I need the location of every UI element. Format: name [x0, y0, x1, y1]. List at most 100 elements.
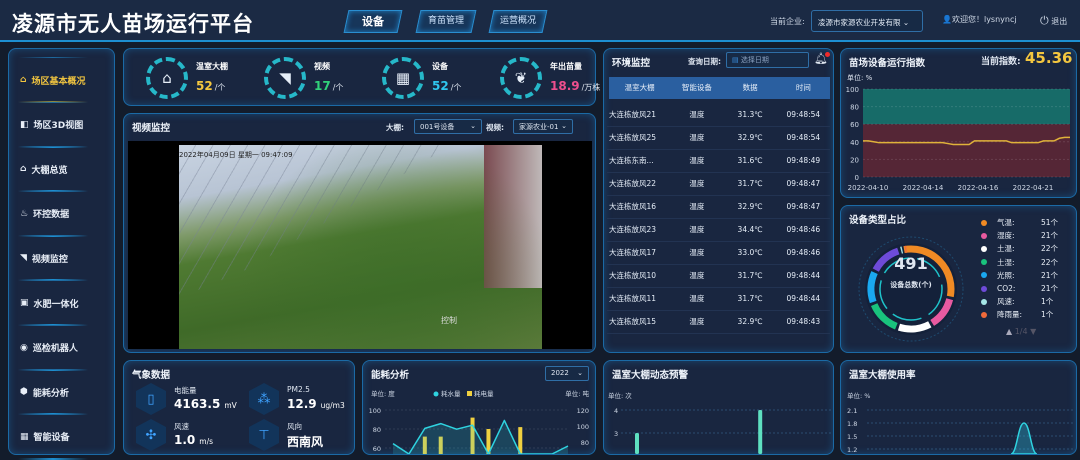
sidebar-item-3[interactable]: ♨环控数据	[10, 199, 96, 229]
logout-button[interactable]: ⏻ 退出	[1040, 14, 1067, 28]
tab-seedling[interactable]: 育苗管理	[416, 10, 477, 33]
usage-peak	[1011, 423, 1037, 454]
warning-panel: 温室大棚动态预警 单位: 次234	[603, 360, 834, 455]
energy-chart: 单位: 度单位: 吨耗水量耗电量60801006080100120	[363, 361, 596, 454]
stat-value: 52/个	[196, 79, 225, 93]
column-header: 数据	[723, 77, 776, 99]
legend-item[interactable]: 土温:22个	[981, 242, 1061, 255]
stat-number: 52	[196, 79, 213, 93]
sidebar-item-2[interactable]: ⌂大棚总览	[10, 154, 96, 184]
legend-dot	[981, 233, 987, 239]
table-cell: 大连栋放风25	[607, 127, 670, 149]
triangle-down-icon[interactable]: ▼	[1030, 327, 1036, 336]
legend-item[interactable]: 降雨量:1个	[981, 308, 1061, 321]
y-tick-label: 2	[614, 453, 618, 454]
video-player[interactable]: 2022年04月09日 星期一 09:47:09 控制	[128, 141, 592, 349]
company-select[interactable]: 凌源市家源农业开发有限 ⌄	[811, 10, 923, 32]
legend-count: 21个	[1041, 283, 1058, 294]
sidebar-item-6[interactable]: ◉巡检机器人	[10, 333, 96, 363]
legend-item[interactable]: 风速:1个	[981, 295, 1061, 308]
legend-item[interactable]: 土湿:22个	[981, 256, 1061, 269]
table-cell: 大连栋放风22	[607, 173, 670, 195]
sidebar-item-1[interactable]: ◧场区3D视图	[10, 110, 96, 140]
stat-number: 17	[314, 79, 331, 93]
sensor-icon: ♨	[20, 209, 28, 219]
sidebar-item-4[interactable]: ◥视频监控	[10, 243, 96, 273]
table-cell: 大连栋放风23	[607, 219, 670, 241]
date-picker[interactable]: ▤ 选择日期	[726, 52, 809, 68]
env-monitor-panel: 环境监控 查询日期: ▤ 选择日期 🔔︎ 温室大棚智能设备数据时间 大连栋放风2…	[603, 48, 834, 353]
user-greeting[interactable]: 👤欢迎您！lysnyncj	[942, 14, 1017, 25]
legend-item[interactable]: 光照:21个	[981, 269, 1061, 282]
device-total-label: 设备总数(个)	[876, 280, 946, 290]
legend-dot	[981, 312, 987, 318]
y-tick-label: 40	[850, 139, 859, 147]
leaf-icon: ❦	[500, 57, 542, 99]
stat-unit: /个	[215, 83, 226, 92]
sidebar-item-label: 大棚总览	[31, 163, 67, 176]
column-header: 温室大棚	[609, 77, 670, 99]
video-value: 家源农业-01	[519, 123, 558, 131]
legend-item[interactable]: CO2:21个	[981, 282, 1061, 295]
usage-chart: 单位: %2.11.81.51.2	[841, 361, 1077, 454]
notification-badge	[825, 52, 830, 57]
legend-count: 22个	[1041, 257, 1058, 268]
stat-label: 年出苗量	[550, 61, 582, 72]
y-tick-label: 2.1	[847, 407, 857, 415]
sidebar-item-8[interactable]: ▦智能设备	[10, 422, 96, 452]
tab-label: 育苗管理	[428, 11, 464, 32]
table-cell: 大连栋放风15	[607, 311, 670, 333]
sidebar-item-label: 能耗分析	[33, 386, 69, 399]
table-cell: 32.9℃	[723, 127, 776, 149]
stat-value: 18.9/万株	[550, 79, 600, 93]
legend-pager: ▲ 1/4 ▼	[1006, 327, 1036, 337]
pm25-icon: ⁂	[249, 383, 279, 415]
sidebar-item-5[interactable]: ▣水肥一体化	[10, 288, 96, 318]
table-cell: 温度	[670, 265, 723, 287]
video-select[interactable]: 家源农业-01⌄	[513, 119, 573, 134]
index-band	[863, 89, 1070, 124]
y-tick-label: 1.2	[847, 446, 857, 454]
sidebar-item-0[interactable]: ⌂场区基本概况	[10, 65, 96, 95]
table-cell: 09:48:46	[777, 219, 830, 241]
sidebar-item-7[interactable]: ⬢能耗分析	[10, 377, 96, 407]
legend-dot	[981, 272, 987, 278]
legend-dot	[981, 299, 987, 305]
tab-label: 运营概况	[500, 11, 536, 32]
table-cell: 31.7℃	[723, 265, 776, 287]
logout-label: 退出	[1051, 17, 1067, 26]
battery-icon: ▯	[136, 383, 166, 415]
triangle-up-icon[interactable]: ▲	[1006, 327, 1012, 336]
stat-value: 52/个	[432, 79, 461, 93]
table-cell: 09:48:54	[777, 127, 830, 149]
legend-name: 土温:	[997, 243, 1041, 254]
tab-devices[interactable]: 设备	[344, 10, 403, 33]
company-value: 凌源市家源农业开发有限	[818, 18, 901, 27]
cube-icon: ◧	[20, 120, 29, 130]
stat-unit: /个	[333, 83, 344, 92]
table-cell: 大连栋放风10	[607, 265, 670, 287]
legend-item[interactable]: 湿度:21个	[981, 229, 1061, 242]
shed-select[interactable]: 001号设备⌄	[414, 119, 482, 134]
tab-operations[interactable]: 运营概况	[489, 10, 548, 33]
device-icon: ▦	[20, 432, 29, 442]
weather-number: 1.0	[174, 433, 195, 447]
weather-number: 4163.5	[174, 397, 220, 411]
legend-item[interactable]: 气温:51个	[981, 216, 1061, 229]
bell-icon[interactable]: 🔔︎	[814, 52, 828, 65]
